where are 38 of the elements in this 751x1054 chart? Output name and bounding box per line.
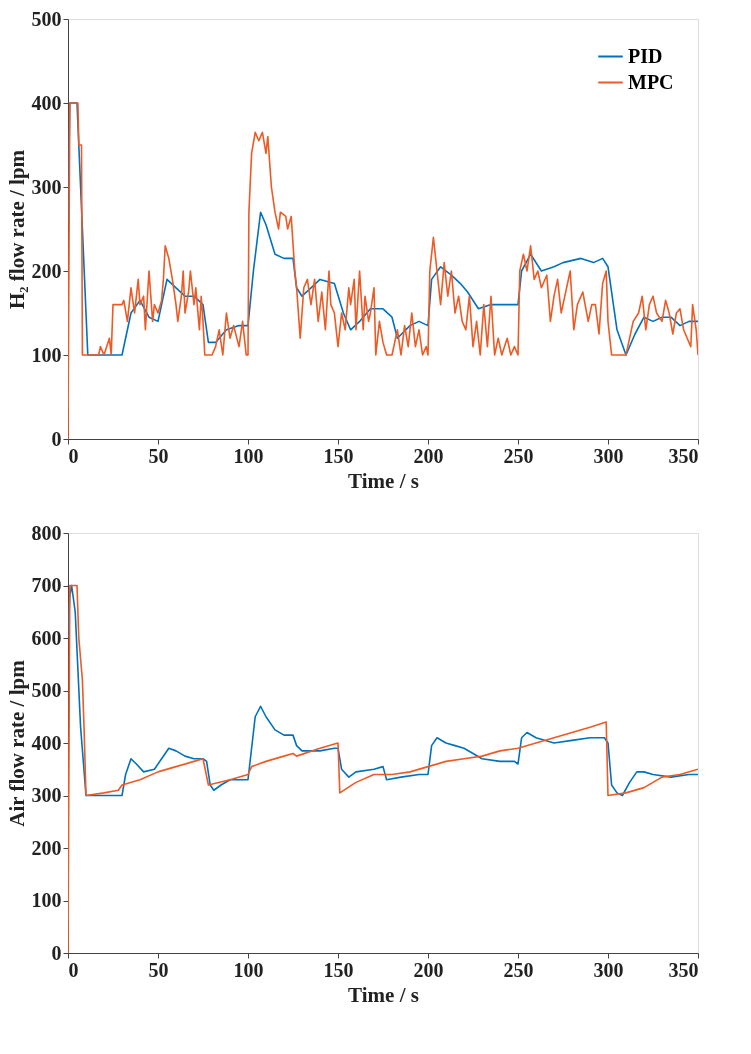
y-tick-label: 600 [31,626,62,649]
y-tick-label: 400 [31,91,62,114]
y-tick-label: 100 [31,343,62,366]
y-tick-label: 700 [31,574,62,596]
x-tick-label: 350 [668,958,699,981]
y-tick-label: 500 [31,679,62,701]
x-tick-label: 50 [148,958,169,981]
x-tick-label: 150 [323,958,354,981]
legend-label: MPC [628,70,674,93]
y-tick-label: 300 [31,175,62,198]
y-tick-label: 0 [51,427,62,450]
legend-label: PID [628,44,663,67]
x-tick-label: 50 [148,444,169,467]
y-tick-label: 800 [31,521,62,544]
y-axis-title: Air flow rate / lpm [4,659,29,827]
line-series [68,584,698,797]
x-tick-label: 200 [413,958,444,981]
y-tick-label: 0 [51,941,62,964]
x-tick-label: 150 [323,444,354,467]
x-axis-title: Time / s [348,982,419,1007]
x-tick-label: 300 [593,958,624,981]
y-tick-label: 200 [31,836,62,859]
x-tick-label: 0 [68,444,79,467]
y-tick-label: 100 [31,889,62,911]
y-tick-label: 400 [31,731,62,754]
x-tick-label: 100 [233,958,264,981]
x-tick-label: 100 [233,444,264,467]
x-tick-label: 250 [503,444,534,467]
y-axis-title: H₂ flow rate / lpm [4,149,29,310]
x-axis-title: Time / s [348,468,419,493]
y-tick-label: 500 [31,7,62,30]
x-tick-label: 300 [593,444,624,467]
y-tick-label: 200 [31,259,62,282]
x-tick-label: 200 [413,444,444,467]
y-tick-label: 300 [31,784,62,806]
x-tick-label: 0 [68,958,79,981]
x-tick-label: 350 [668,444,699,467]
x-tick-label: 250 [503,958,534,981]
